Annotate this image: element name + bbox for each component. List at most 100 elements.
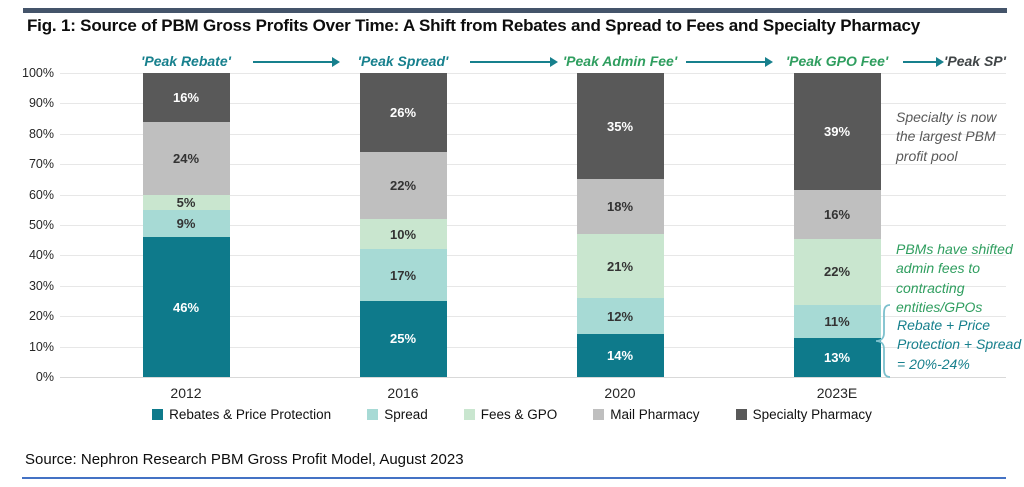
segment-value-label: 11% [824, 313, 850, 329]
gridline-90 [60, 103, 1006, 105]
segment-fees-gpo-2016: 10% [359, 218, 447, 250]
y-axis-tick-50: 50% [28, 218, 54, 232]
peak-label-3: 'Peak GPO Fee' [785, 53, 889, 69]
segment-spread-2016: 17% [359, 249, 447, 301]
y-axis-tick-0: 0% [35, 370, 54, 384]
segment-value-label: 9% [176, 215, 196, 231]
legend-label: Rebates & Price Protection [169, 407, 332, 422]
segment-specialty-pharmacy-2012: 16% [142, 73, 230, 122]
gridline-40 [60, 255, 1006, 257]
y-axis-tick-20: 20% [28, 309, 54, 324]
y-axis-tick-70: 70% [28, 157, 54, 172]
gridline-50 [60, 225, 1006, 226]
legend-label: Specialty Pharmacy [752, 407, 872, 422]
segment-spread-2012: 9% [142, 209, 230, 238]
segment-value-label: 17% [389, 267, 417, 283]
segment-specialty-pharmacy-2023E: 39% [793, 73, 881, 191]
segment-value-label: 14% [606, 348, 634, 364]
y-axis-tick-60: 60% [28, 187, 54, 202]
peak-flow-arrow-0 [253, 57, 340, 67]
legend-label: Mail Pharmacy [610, 407, 700, 422]
x-axis-label-2016: 2016 [387, 385, 419, 401]
segment-value-label: 12% [606, 308, 634, 324]
gridline-10 [60, 346, 1006, 348]
y-axis-tick-30: 30% [28, 278, 54, 293]
gridline-60 [60, 194, 1006, 196]
bottom-divider-line [22, 477, 1006, 479]
legend-item-spread: Spread [367, 407, 428, 422]
legend-label: Spread [384, 407, 428, 422]
legend-swatch-icon [463, 409, 475, 420]
segment-value-label: 39% [823, 124, 851, 140]
peak-flow-arrow-1 [470, 57, 558, 67]
segment-rebates-price-protection-2020: 14% [576, 334, 664, 377]
segment-value-label: 13% [823, 349, 851, 365]
segment-mail-pharmacy-2020: 18% [576, 179, 664, 235]
legend-item-mail-pharmacy: Mail Pharmacy [593, 407, 700, 422]
peak-flow-arrow-3 [903, 57, 944, 67]
legend-swatch-icon [593, 409, 605, 420]
gridline-80 [60, 133, 1006, 135]
segment-rebates-price-protection-2023E: 13% [793, 337, 881, 377]
y-axis-tick-90: 90% [28, 96, 54, 111]
x-axis-label-2020: 2020 [604, 385, 636, 401]
peak-label-0: 'Peak Rebate' [141, 53, 231, 69]
segment-value-label: 46% [172, 299, 200, 315]
segment-value-label: 16% [172, 89, 200, 105]
segment-mail-pharmacy-2012: 24% [142, 121, 230, 195]
segment-fees-gpo-2012: 5% [142, 194, 230, 210]
rebate-spread-brace [875, 304, 891, 378]
y-axis-tick-10: 10% [28, 339, 54, 354]
figure-title: Fig. 1: Source of PBM Gross Profits Over… [27, 16, 920, 35]
segment-spread-2020: 12% [576, 297, 664, 335]
y-axis-tick-40: 40% [28, 248, 54, 263]
x-axis-label-2012: 2012 [170, 385, 202, 401]
y-axis-tick-80: 80% [28, 126, 54, 141]
title-accent-bar [23, 8, 1007, 13]
legend-item-specialty-pharmacy: Specialty Pharmacy [735, 407, 872, 422]
peak-label-1: 'Peak Spread' [357, 53, 449, 69]
bar-2020: 35% 18% 21% 12% 14% [576, 73, 664, 377]
segment-rebates-price-protection-2016: 25% [359, 300, 447, 377]
bar-2016: 26% 22% 10% 17% 25% [359, 73, 447, 377]
segment-fees-gpo-2020: 21% [576, 234, 664, 298]
legend-item-rebates-price-protection: Rebates & Price Protection [152, 407, 331, 422]
segment-mail-pharmacy-2023E: 16% [793, 190, 881, 239]
source-attribution: Source: Nephron Research PBM Gross Profi… [25, 451, 464, 468]
y-axis-tick-100: 100% [22, 66, 54, 80]
segment-value-label: 22% [389, 177, 417, 193]
gridline-70 [60, 164, 1006, 166]
legend-label: Fees & GPO [480, 407, 558, 422]
segment-value-label: 26% [389, 105, 417, 121]
segment-fees-gpo-2023E: 22% [793, 238, 881, 305]
x-axis-label-2023E: 2023E [816, 385, 858, 401]
segment-specialty-pharmacy-2016: 26% [359, 73, 447, 153]
note-specialty-largest: Specialty is now the largest PBM profit … [896, 109, 997, 164]
note-admin-fees-shift: PBMs have shifted admin fees to contract… [896, 241, 1013, 315]
peak-label-2: 'Peak Admin Fee' [562, 53, 678, 69]
segment-value-label: 35% [606, 118, 634, 134]
gridline-100 [60, 73, 1006, 74]
legend-swatch-icon [735, 409, 747, 420]
segment-value-label: 18% [606, 199, 634, 215]
gridline-20 [60, 316, 1006, 318]
legend-swatch-icon [367, 409, 379, 420]
segment-value-label: 25% [389, 331, 417, 347]
gridline-30 [60, 285, 1006, 287]
gridline-0 [60, 377, 1006, 378]
segment-value-label: 21% [606, 258, 634, 274]
legend-swatch-icon [152, 409, 164, 420]
segment-value-label: 16% [823, 206, 851, 222]
bar-2023E: 39% 16% 22% 11% 13% [793, 73, 881, 377]
bar-2012: 16% 24% 5% 9% 46% [142, 73, 230, 377]
segment-value-label: 24% [172, 150, 200, 166]
segment-mail-pharmacy-2016: 22% [359, 152, 447, 219]
chart-legend: Rebates & Price Protection Spread Fees & G… [0, 407, 1024, 422]
peak-flow-arrow-2 [686, 57, 773, 67]
peak-label-4: 'Peak SP' [944, 53, 1006, 69]
segment-rebates-price-protection-2012: 46% [142, 237, 230, 377]
segment-value-label: 10% [389, 226, 417, 242]
legend-item-fees-gpo: Fees & GPO [463, 407, 558, 422]
segment-value-label: 5% [176, 194, 196, 210]
